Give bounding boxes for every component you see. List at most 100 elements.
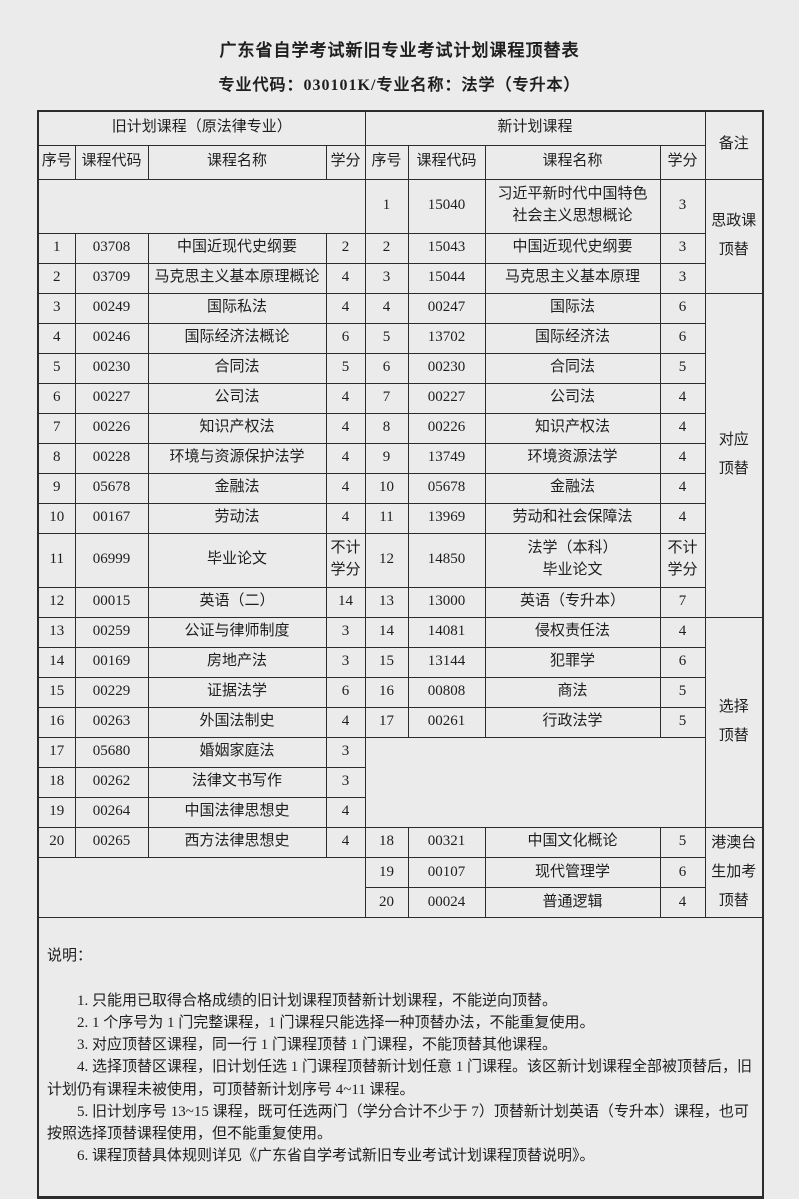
new-seq-cell: 15 — [364, 646, 409, 678]
new-name-cell: 金融法 — [484, 472, 661, 504]
old-seq-cell: 1 — [37, 232, 76, 264]
new-seq-cell: 1 — [364, 178, 409, 234]
new-name-cell: 普通逻辑 — [484, 887, 661, 919]
new-credit-cell: 3 — [659, 178, 706, 234]
new-code-cell: 15040 — [407, 178, 486, 234]
old-plan-empty-cell — [37, 178, 366, 234]
table-row: 20 00265 西方法律思想史 4 18 00321 中国文化概论 5 港澳台 生加考 顶替 — [37, 826, 764, 919]
new-credit-cell: 4 — [659, 442, 706, 474]
old-name-cell: 知识产权法 — [147, 412, 327, 444]
old-seq-cell: 14 — [37, 646, 76, 678]
old-name-cell: 公证与律师制度 — [147, 616, 327, 648]
note-item: 2. 1 个序号为 1 门完整课程，1 门课程只能选择一种顶替办法，不能重复使用… — [77, 1015, 595, 1031]
new-name-cell: 国际经济法 — [484, 322, 661, 354]
table-row: 20 00024 普通逻辑 4 — [38, 887, 763, 919]
new-seq-cell: 3 — [364, 262, 409, 294]
old-seq-cell: 13 — [37, 616, 76, 648]
old-credit-cell: 4 — [325, 442, 366, 474]
old-credit-cell: 3 — [325, 646, 366, 678]
table-row: 11 06999 毕业论文 不计 学分 12 14850 法学（本科） 毕业论文 不计 学分 — [37, 532, 763, 588]
new-code-cell: 00261 — [407, 706, 486, 738]
new-code-cell: 00230 — [407, 352, 486, 384]
new-seq-cell: 12 — [364, 532, 409, 588]
new-code-cell: 00024 — [407, 887, 486, 919]
document-page: 广东省自学考试新旧专业考试计划课程顶替表 专业代码：030101K/专业名称：法… — [37, 41, 765, 1199]
new-credit-cell: 3 — [659, 262, 706, 294]
old-name-cell: 毕业论文 — [147, 532, 327, 588]
table-row: 8 00228 环境与资源保护法学 4 9 13749 环境资源法学 4 — [37, 442, 763, 474]
old-credit-cell: 4 — [325, 472, 366, 504]
new-seq-cell: 10 — [364, 472, 409, 504]
old-name-cell: 外国法制史 — [147, 706, 327, 738]
new-seq-cell: 20 — [364, 887, 409, 919]
old-credit-cell: 4 — [325, 706, 366, 738]
old-credit-cell: 4 — [325, 412, 366, 444]
new-name-cell: 公司法 — [484, 382, 661, 414]
new-credit-cell: 4 — [659, 472, 706, 504]
new-code-cell: 13702 — [407, 322, 486, 354]
new-name-cell: 习近平新时代中国特色 社会主义思想概论 — [484, 178, 661, 234]
new-seq-cell: 8 — [364, 412, 409, 444]
old-credit-cell: 4 — [325, 262, 366, 294]
old-seq-cell: 8 — [37, 442, 76, 474]
new-credit-cell: 4 — [659, 887, 706, 919]
old-code-cell: 05680 — [74, 736, 149, 768]
new-seq-cell: 16 — [364, 676, 409, 708]
table-row: 17 05680 婚姻家庭法 3 — [37, 736, 763, 828]
old-code-cell: 00015 — [74, 586, 149, 618]
old-code-cell: 00265 — [74, 826, 149, 858]
table-row: 12 00015 英语（二） 14 13 13000 英语（专升本） 7 — [37, 586, 763, 618]
new-code-cell: 00808 — [407, 676, 486, 708]
new-credit-cell: 6 — [659, 292, 706, 324]
new-code-cell: 14850 — [407, 532, 486, 588]
new-code-cell: 14081 — [407, 616, 486, 648]
new-credit-cell: 4 — [659, 382, 706, 414]
old-credit-cell: 5 — [325, 352, 366, 384]
new-credit-cell: 4 — [659, 412, 706, 444]
new-seq-cell: 19 — [364, 856, 409, 889]
remark-cell: 选择 顶替 — [704, 616, 764, 828]
table-row: 15 00229 证据法学 6 16 00808 商法 5 — [37, 676, 763, 708]
new-name-cell: 犯罪学 — [484, 646, 661, 678]
table-row: 16 00263 外国法制史 4 17 00261 行政法学 5 — [37, 706, 763, 738]
old-code-header: 课程代码 — [74, 144, 149, 180]
old-code-cell: 00167 — [74, 502, 149, 534]
new-name-cell: 侵权责任法 — [484, 616, 661, 648]
new-name-cell: 合同法 — [484, 352, 661, 384]
old-seq-cell: 20 — [37, 826, 76, 858]
new-code-cell: 13749 — [407, 442, 486, 474]
new-name-header: 课程名称 — [484, 144, 661, 180]
old-seq-cell: 6 — [37, 382, 76, 414]
new-code-cell: 13144 — [407, 646, 486, 678]
old-seq-cell: 15 — [37, 676, 76, 708]
new-plan-empty-cell — [364, 736, 706, 828]
course-rows-body: 1 15040 习近平新时代中国特色 社会主义思想概论 3 思政课 顶替 1 03708 中国… — [37, 178, 764, 919]
old-seq-cell: 2 — [37, 262, 76, 294]
new-credit-cell: 5 — [659, 826, 706, 858]
new-name-cell: 行政法学 — [484, 706, 661, 738]
new-credit-cell: 6 — [659, 856, 706, 889]
remark-cell: 港澳台 生加考 顶替 — [704, 826, 764, 919]
new-seq-cell: 7 — [364, 382, 409, 414]
old-seq-cell: 9 — [37, 472, 76, 504]
new-seq-cell: 6 — [364, 352, 409, 384]
note-item: 1. 只能用已取得合格成绩的旧计划课程顶替新计划课程，不能逆向顶替。 — [77, 992, 558, 1009]
new-name-cell: 法学（本科） 毕业论文 — [484, 532, 661, 588]
old-credit-cell: 2 — [325, 232, 366, 264]
new-code-cell: 00247 — [407, 292, 486, 324]
new-credit-cell: 7 — [659, 586, 706, 618]
old-seq-cell: 16 — [37, 706, 76, 738]
old-code-cell: 03709 — [74, 262, 149, 294]
new-credit-cell: 4 — [659, 502, 706, 534]
old-name-header: 课程名称 — [147, 144, 327, 180]
notes-row: 说明： 1. 只能用已取得合格成绩的旧计划课程顶替新计划课程，不能逆向顶替。 2.… — [37, 917, 764, 1198]
new-code-cell: 15043 — [407, 232, 486, 264]
new-name-cell: 中国近现代史纲要 — [484, 232, 661, 264]
new-plan-group-header: 新计划课程 — [364, 110, 706, 146]
old-name-cell: 西方法律思想史 — [147, 826, 327, 858]
new-code-header: 课程代码 — [407, 144, 486, 180]
new-code-cell: 00227 — [407, 382, 486, 414]
table-row: 1 03708 中国近现代史纲要 2 2 15043 中国近现代史纲要 3 — [37, 232, 763, 264]
old-name-cell: 婚姻家庭法 — [147, 736, 327, 768]
new-credit-cell: 6 — [659, 646, 706, 678]
